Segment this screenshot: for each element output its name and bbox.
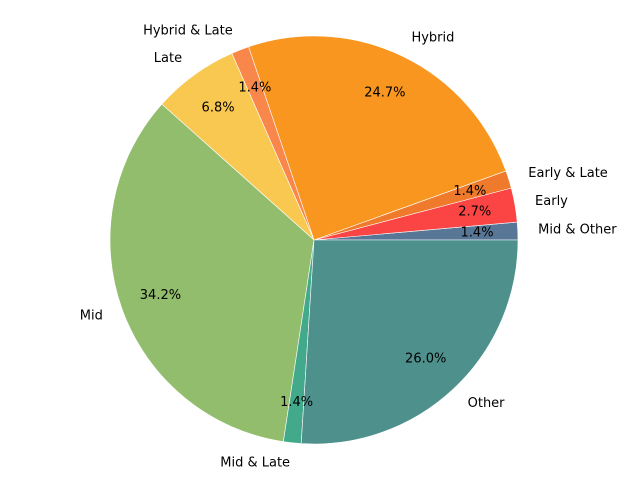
pie-slice-hybrid: [248, 35, 507, 241]
slice-percent-mid-and-late: 1.4%: [280, 395, 313, 410]
slice-percent-late: 6.8%: [202, 100, 235, 115]
slice-label-mid: Mid: [80, 309, 103, 324]
slice-label-late: Late: [154, 51, 182, 66]
slice-percent-hybrid: 24.7%: [364, 85, 405, 100]
slice-label-hybrid-and-late: Hybrid & Late: [143, 23, 233, 38]
slice-percent-early: 2.7%: [458, 204, 491, 219]
slice-percent-mid: 34.2%: [140, 288, 181, 303]
pie-labels: Mid & Other 1.4% Early 2.7% Early & Late 1.4%…: [80, 23, 617, 470]
slice-label-mid-and-late: Mid & Late: [220, 456, 290, 471]
slice-percent-hybrid-and-late: 1.4%: [238, 80, 271, 95]
slice-label-other: Other: [468, 396, 506, 411]
slice-percent-other: 26.0%: [405, 351, 446, 366]
slice-label-mid-and-other: Mid & Other: [538, 223, 617, 238]
slice-label-early: Early: [535, 194, 568, 209]
pie-slices: [109, 35, 519, 445]
pie-slice-other: [300, 239, 519, 445]
pie-slice-mid: [109, 103, 315, 443]
slice-label-early-and-late: Early & Late: [528, 166, 608, 181]
slice-percent-mid-and-other: 1.4%: [461, 225, 494, 240]
slice-label-hybrid: Hybrid: [411, 30, 454, 45]
slice-percent-early-and-late: 1.4%: [453, 184, 486, 199]
